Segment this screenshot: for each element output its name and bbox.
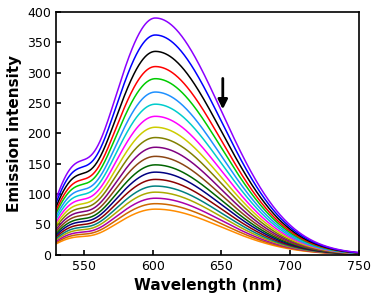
Y-axis label: Emission intensity: Emission intensity — [7, 55, 22, 212]
X-axis label: Wavelength (nm): Wavelength (nm) — [133, 278, 282, 293]
